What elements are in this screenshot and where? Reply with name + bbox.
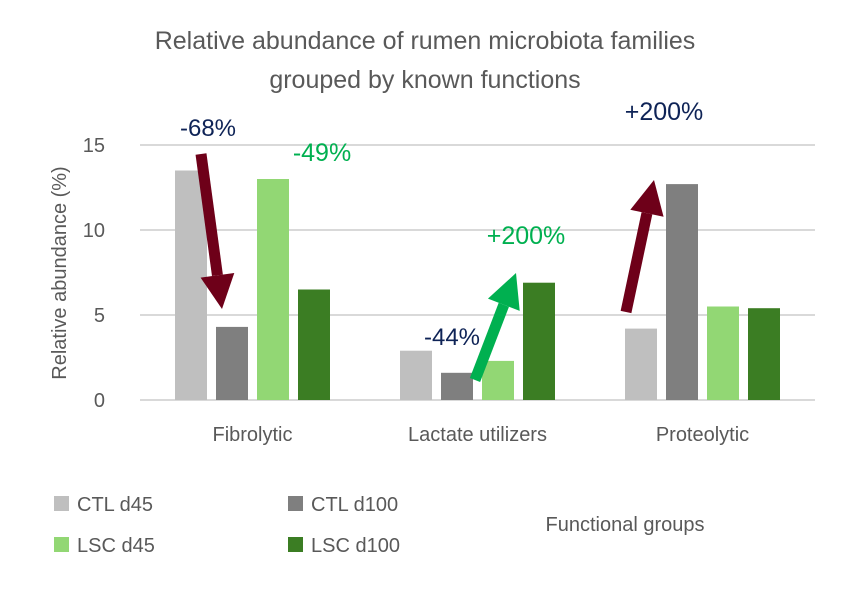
bar-ctl-d100-fibrolytic [216,326,248,400]
legend-swatch [288,537,303,552]
bar-lsc-d45-lactate-utilizers [482,360,514,400]
annotation-label: -44% [424,324,480,351]
x-axis-label: Functional groups [546,514,705,536]
legend-swatch [288,496,303,511]
x-tick-label: Proteolytic [656,424,749,446]
bar-ctl-d100-lactate-utilizers [441,372,473,400]
arrow-up-lactate-icon [469,273,520,382]
legend-item: CTL d100 [288,494,398,516]
x-tick-labels: Fibrolytic Lactate utilizers Proteolytic [212,424,749,446]
bar-lsc-d100-fibrolytic [298,289,330,400]
bar-ctl-d100-proteolytic [666,184,698,400]
legend-swatch [54,496,69,511]
y-axis-label: Relative abundance (%) [49,166,71,379]
legend-label: LSC d45 [77,535,155,557]
legend-item: LSC d45 [54,535,155,557]
arrows [195,153,664,382]
legend-label: CTL d45 [77,494,153,516]
bar-ctl-d45-fibrolytic [175,170,207,400]
annotation-label: -68% [180,115,236,142]
x-tick-label: Lactate utilizers [408,424,547,446]
annotation-label: -49% [293,139,351,167]
legend: CTL d45 CTL d100 LSC d45 LSC d100 [54,494,400,557]
bar-ctl-d45-proteolytic [625,328,657,400]
chart-title-line-1: Relative abundance of rumen microbiota f… [155,27,696,55]
legend-label: CTL d100 [311,494,398,516]
legend-swatch [54,537,69,552]
x-tick-label: Fibrolytic [212,424,292,446]
y-tick-label: 10 [83,220,105,242]
bar-lsc-d100-proteolytic [748,308,780,400]
chart-title-line-2: grouped by known functions [269,66,580,94]
legend-item: CTL d45 [54,494,153,516]
annotation-label: +200% [625,98,704,126]
y-tick-label: 15 [83,135,105,157]
gridlines [140,144,815,401]
arrow-up-proteolytic-icon [620,180,664,314]
bars [175,170,780,400]
annotation-label: +200% [487,222,566,250]
y-tick-label: 0 [94,390,105,412]
bar-ctl-d45-lactate-utilizers [400,350,432,400]
legend-item: LSC d100 [288,535,400,557]
bar-lsc-d45-fibrolytic [257,179,289,400]
legend-label: LSC d100 [311,535,400,557]
y-tick-label: 5 [94,305,105,327]
bar-lsc-d100-lactate-utilizers [523,282,555,400]
arrow-down-fibrolytic-icon [195,153,235,309]
y-tick-labels: 0 5 10 15 [83,135,105,412]
bar-lsc-d45-proteolytic [707,306,739,400]
annotations: -68% -49% -44% +200% +200% [180,98,703,351]
